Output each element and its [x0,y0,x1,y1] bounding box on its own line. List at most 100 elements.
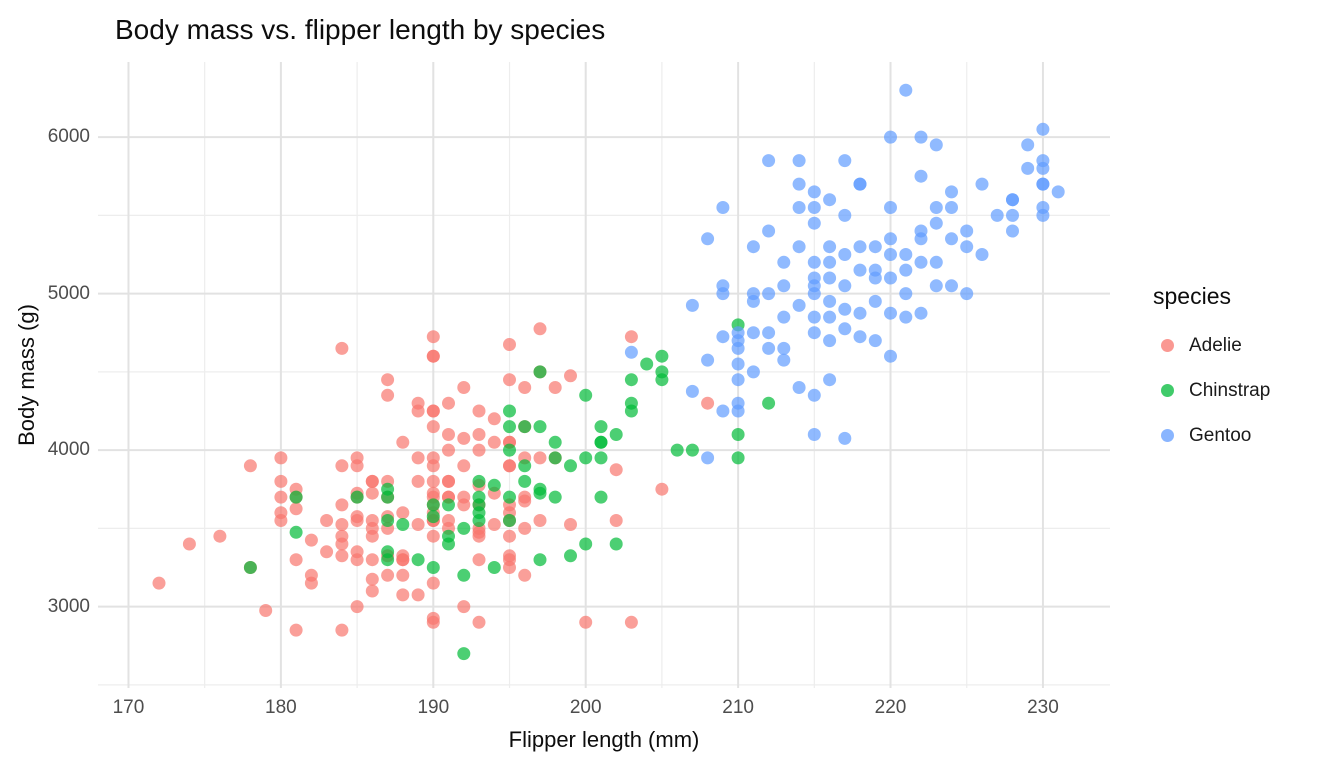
data-point-gentoo [762,224,776,238]
data-point-chinstrap [762,396,776,410]
data-point-gentoo [899,287,913,301]
data-point-chinstrap [685,443,699,457]
data-point-gentoo [1021,161,1035,175]
data-point-gentoo [945,185,958,199]
data-point-chinstrap [411,553,425,567]
data-point-adelie [457,498,471,512]
data-point-gentoo [807,428,821,441]
data-point-gentoo [731,357,745,371]
data-point-adelie [533,514,547,527]
data-point-adelie [152,576,166,590]
data-point-adelie [411,404,425,418]
data-point-gentoo [960,287,974,301]
data-point-chinstrap [533,482,547,496]
data-point-chinstrap [594,435,608,449]
data-point-gentoo [868,271,882,285]
data-point-adelie [411,451,425,465]
data-point-adelie [426,459,440,473]
data-point-adelie [289,623,303,637]
data-point-gentoo [716,287,730,301]
data-point-adelie [335,623,349,637]
data-point-gentoo [823,255,837,269]
data-point-gentoo [807,201,821,214]
data-point-gentoo [868,240,882,254]
data-point-gentoo [716,330,730,344]
data-point-adelie [426,576,440,590]
data-point-gentoo [823,271,837,285]
legend-item-gentoo: Gentoo [1153,413,1270,458]
data-point-gentoo [899,83,913,97]
data-point-gentoo [1006,208,1019,222]
data-point-gentoo [853,177,867,191]
data-point-adelie [365,521,379,535]
data-point-gentoo [838,302,852,316]
data-point-gentoo [929,201,943,214]
y-tick-label: 5000 [47,282,90,304]
data-point-gentoo [762,341,776,355]
data-point-gentoo [884,271,897,285]
data-point-chinstrap [731,428,745,441]
data-point-gentoo [823,294,837,308]
data-point-adelie [442,396,455,410]
data-point-gentoo [807,388,821,402]
data-point-adelie [457,381,471,394]
x-tick-label: 200 [569,697,602,718]
data-point-gentoo [853,330,867,344]
data-point-gentoo [960,224,974,238]
data-point-gentoo [807,271,821,285]
data-point-adelie [274,451,288,465]
data-point-gentoo [1021,138,1035,152]
data-point-chinstrap [579,537,593,551]
data-point-chinstrap [624,396,638,410]
data-point-adelie [365,486,379,500]
data-point-gentoo [945,232,958,246]
legend-item-adelie: Adelie [1153,323,1270,368]
data-point-gentoo [731,326,745,340]
data-point-adelie [243,459,257,473]
legend-swatch-icon [1161,339,1174,352]
data-point-adelie [472,404,486,418]
data-point-gentoo [929,279,943,293]
y-tick-label: 6000 [47,126,90,148]
data-point-gentoo [792,381,806,394]
data-point-adelie [472,553,486,567]
data-point-adelie [213,529,227,543]
data-point-adelie [381,373,395,387]
data-point-gentoo [838,431,852,445]
data-point-adelie [381,568,395,582]
legend-item-chinstrap: Chinstrap [1153,368,1270,413]
legend-swatch-icon [1161,429,1174,442]
data-point-gentoo [685,298,699,312]
data-point-chinstrap [594,420,608,434]
data-point-adelie [304,576,318,590]
data-point-chinstrap [457,568,471,582]
data-point-chinstrap [670,443,684,457]
data-point-gentoo [884,201,897,214]
data-point-adelie [426,474,440,488]
data-point-gentoo [701,232,715,246]
data-point-gentoo [807,255,821,269]
data-point-adelie [350,600,364,614]
data-point-adelie [426,420,440,434]
data-point-chinstrap [518,420,532,434]
data-point-adelie [442,514,455,527]
data-point-adelie [518,521,532,535]
data-point-adelie [487,518,501,531]
data-point-adelie [335,459,349,473]
data-point-adelie [457,600,471,614]
data-point-gentoo [624,345,638,359]
y-tick-label: 3000 [47,595,90,617]
data-point-chinstrap [289,525,303,539]
data-point-adelie [426,404,440,418]
data-point-gentoo [975,248,989,261]
data-point-gentoo [701,451,715,465]
data-point-adelie [503,553,516,567]
data-point-gentoo [1036,177,1050,191]
data-point-adelie [426,611,440,625]
data-point-adelie [365,572,379,586]
data-point-chinstrap [564,459,577,473]
data-point-gentoo [1036,122,1050,136]
legend: species Adelie Chinstrap Gentoo [1153,283,1270,446]
data-point-adelie [518,568,532,582]
data-point-adelie [655,482,669,496]
